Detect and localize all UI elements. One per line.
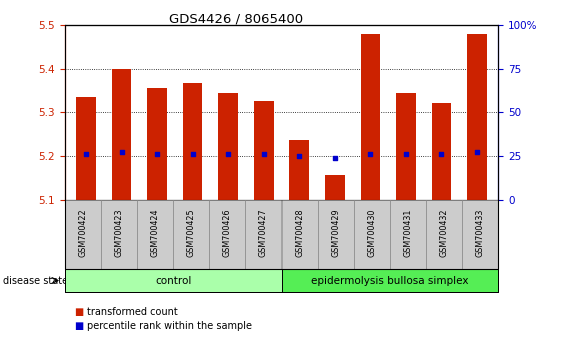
Bar: [432, 103, 451, 200]
Point: [401, 151, 410, 157]
Point: [472, 149, 481, 155]
Point: [330, 155, 339, 161]
Bar: [112, 69, 131, 200]
Text: epidermolysis bullosa simplex: epidermolysis bullosa simplex: [311, 275, 468, 286]
Text: percentile rank within the sample: percentile rank within the sample: [87, 321, 252, 331]
Text: GSM700423: GSM700423: [114, 209, 123, 257]
Bar: [467, 34, 486, 200]
Text: GSM700432: GSM700432: [440, 209, 449, 257]
Bar: [148, 88, 167, 200]
Text: GSM700422: GSM700422: [78, 209, 87, 257]
Bar: [289, 139, 309, 200]
Text: GSM700430: GSM700430: [367, 209, 376, 257]
Bar: [360, 34, 380, 200]
Text: GSM700425: GSM700425: [187, 209, 196, 257]
Text: ■: ■: [74, 307, 83, 316]
Text: GSM700431: GSM700431: [404, 209, 413, 257]
Text: transformed count: transformed count: [87, 307, 178, 316]
Point: [259, 151, 268, 157]
Text: disease state: disease state: [3, 275, 68, 286]
Text: GDS4426 / 8065400: GDS4426 / 8065400: [169, 12, 303, 25]
Point: [188, 151, 197, 157]
Point: [82, 151, 91, 157]
Text: GSM700426: GSM700426: [223, 209, 232, 257]
Text: GSM700427: GSM700427: [259, 209, 268, 257]
Bar: [325, 175, 345, 200]
Point: [117, 149, 126, 155]
Bar: [77, 97, 96, 200]
Text: GSM700429: GSM700429: [331, 209, 340, 257]
Point: [153, 151, 162, 157]
Bar: [254, 102, 274, 200]
Point: [437, 151, 446, 157]
Point: [224, 151, 233, 157]
Text: ■: ■: [74, 321, 83, 331]
Point: [295, 153, 304, 159]
Bar: [218, 93, 238, 200]
Text: GSM700424: GSM700424: [150, 209, 159, 257]
Point: [366, 151, 375, 157]
Text: GSM700428: GSM700428: [295, 209, 304, 257]
Bar: [396, 93, 415, 200]
Bar: [183, 84, 203, 200]
Text: control: control: [155, 275, 191, 286]
Text: GSM700433: GSM700433: [476, 209, 485, 257]
